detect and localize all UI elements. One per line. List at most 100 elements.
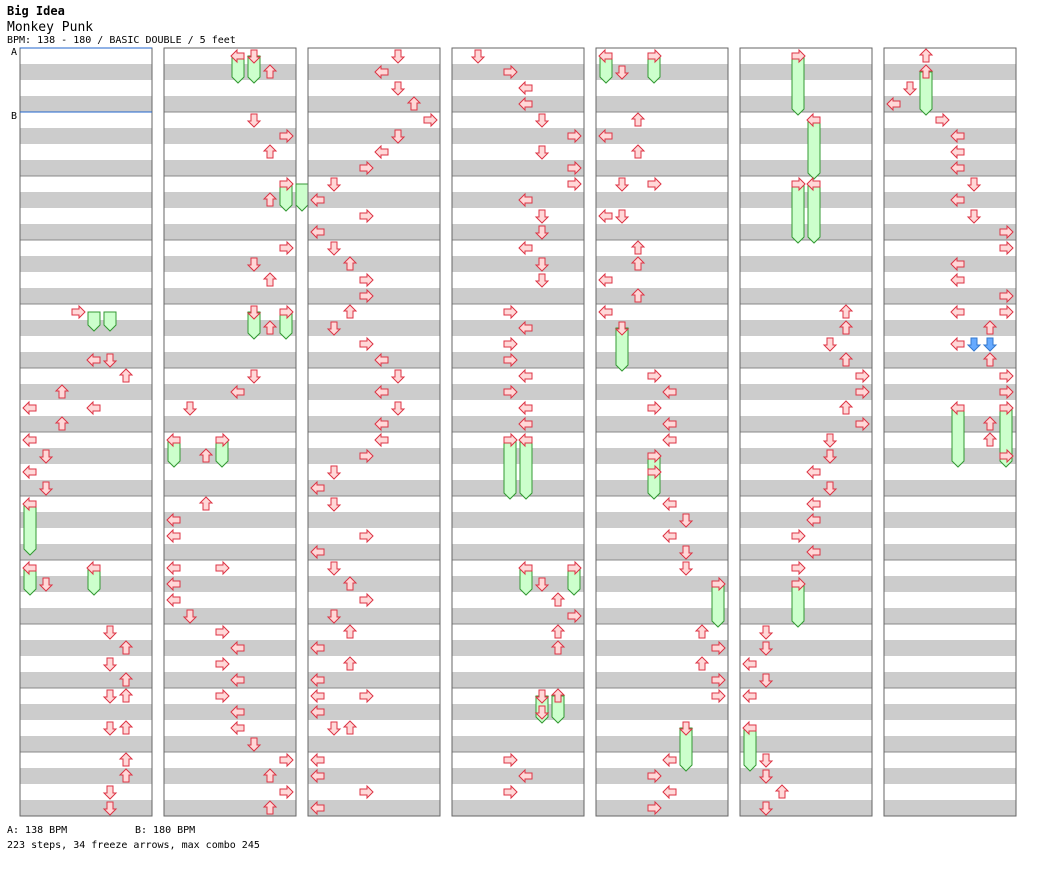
beat-stripe — [20, 256, 152, 272]
step-arrow-left — [374, 416, 389, 432]
step-arrow-left — [310, 544, 325, 560]
beat-stripe — [740, 640, 872, 656]
step-arrow-up — [982, 416, 998, 431]
beat-stripe — [884, 192, 1016, 208]
freeze-arrow — [615, 327, 629, 372]
step-arrow-right — [711, 672, 726, 688]
freeze-arrow — [791, 183, 805, 244]
step-arrow-down — [534, 689, 550, 704]
beat-stripe — [740, 384, 872, 400]
beat-stripe — [884, 672, 1016, 688]
beat-stripe — [164, 800, 296, 816]
beat-stripe — [740, 576, 872, 592]
step-arrow-right — [567, 176, 582, 192]
freeze-arrow — [807, 183, 821, 244]
step-arrow-down — [246, 49, 262, 64]
step-arrow-down — [246, 113, 262, 128]
beat-stripe — [452, 256, 584, 272]
step-arrow-left — [310, 672, 325, 688]
step-arrow-up — [118, 768, 134, 783]
beat-stripe — [20, 224, 152, 240]
step-arrow-left — [518, 560, 533, 576]
step-arrow-right — [359, 784, 374, 800]
beat-stripe — [452, 192, 584, 208]
step-arrow-down — [614, 177, 630, 192]
step-arrow-right — [999, 240, 1014, 256]
step-arrow-up — [918, 64, 934, 79]
step-arrow-down — [822, 337, 838, 352]
step-arrow-left — [806, 176, 821, 192]
beat-stripe — [740, 704, 872, 720]
freeze-arrow — [247, 311, 261, 340]
step-arrow-right — [359, 288, 374, 304]
step-arrow-right — [71, 304, 86, 320]
step-arrow-left — [166, 528, 181, 544]
step-arrow-right — [359, 448, 374, 464]
beat-stripe — [452, 736, 584, 752]
chart-title: Big Idea — [7, 4, 65, 18]
beat-stripe — [164, 512, 296, 528]
step-arrow-right — [359, 160, 374, 176]
step-arrow-left — [86, 560, 101, 576]
beat-stripe — [20, 480, 152, 496]
beat-stripe — [164, 704, 296, 720]
beat-stripe — [308, 640, 440, 656]
beat-stripe — [308, 384, 440, 400]
beat-stripe — [740, 64, 872, 80]
beat-stripe — [596, 608, 728, 624]
step-arrow-up — [342, 576, 358, 591]
beat-stripe — [740, 416, 872, 432]
step-arrow-down — [614, 65, 630, 80]
beat-stripe — [308, 576, 440, 592]
step-arrow-down — [326, 465, 342, 480]
step-arrow-right — [791, 528, 806, 544]
beat-stripe — [452, 96, 584, 112]
beat-stripe — [164, 320, 296, 336]
step-arrow-up — [918, 48, 934, 63]
step-arrow-right — [503, 384, 518, 400]
step-arrow-left — [886, 96, 901, 112]
chart-info: BPM: 138 - 180 / BASIC DOUBLE / 5 feet — [7, 35, 236, 46]
step-arrow-right — [711, 576, 726, 592]
freeze-arrow — [279, 311, 293, 340]
beat-stripe — [740, 512, 872, 528]
beat-stripe — [20, 672, 152, 688]
step-arrow-left — [310, 192, 325, 208]
step-arrow-left — [742, 656, 757, 672]
beat-stripe — [884, 448, 1016, 464]
step-arrow-left — [86, 400, 101, 416]
step-arrow-down — [534, 225, 550, 240]
song-name: Monkey Punk — [7, 20, 94, 35]
beat-stripe — [740, 608, 872, 624]
freeze-arrow — [215, 439, 229, 468]
beat-stripe — [596, 384, 728, 400]
freeze-arrow — [87, 567, 101, 596]
step-arrow-left — [310, 768, 325, 784]
beat-stripe — [20, 320, 152, 336]
beat-stripe — [164, 128, 296, 144]
column-border — [451, 47, 585, 817]
beat-stripe — [308, 416, 440, 432]
bpm-marker-a: A — [11, 47, 18, 58]
step-arrow-left — [22, 560, 37, 576]
beat-stripe — [20, 608, 152, 624]
freeze-arrow — [919, 71, 933, 116]
step-arrow-left — [374, 144, 389, 160]
beat-stripe — [740, 192, 872, 208]
step-arrow-up — [982, 432, 998, 447]
freeze-arrow — [647, 55, 661, 84]
step-arrow-down — [102, 657, 118, 672]
freeze-arrow — [567, 567, 581, 596]
beat-stripe — [308, 256, 440, 272]
step-arrow-down — [246, 737, 262, 752]
freeze-arrow — [23, 503, 37, 556]
beat-stripe — [596, 96, 728, 112]
beat-stripe — [452, 544, 584, 560]
step-arrow-down — [822, 433, 838, 448]
step-arrow-down — [38, 481, 54, 496]
step-arrow-left — [22, 464, 37, 480]
freeze-arrow — [599, 55, 613, 84]
step-arrow-down — [390, 369, 406, 384]
step-arrow-right — [215, 560, 230, 576]
